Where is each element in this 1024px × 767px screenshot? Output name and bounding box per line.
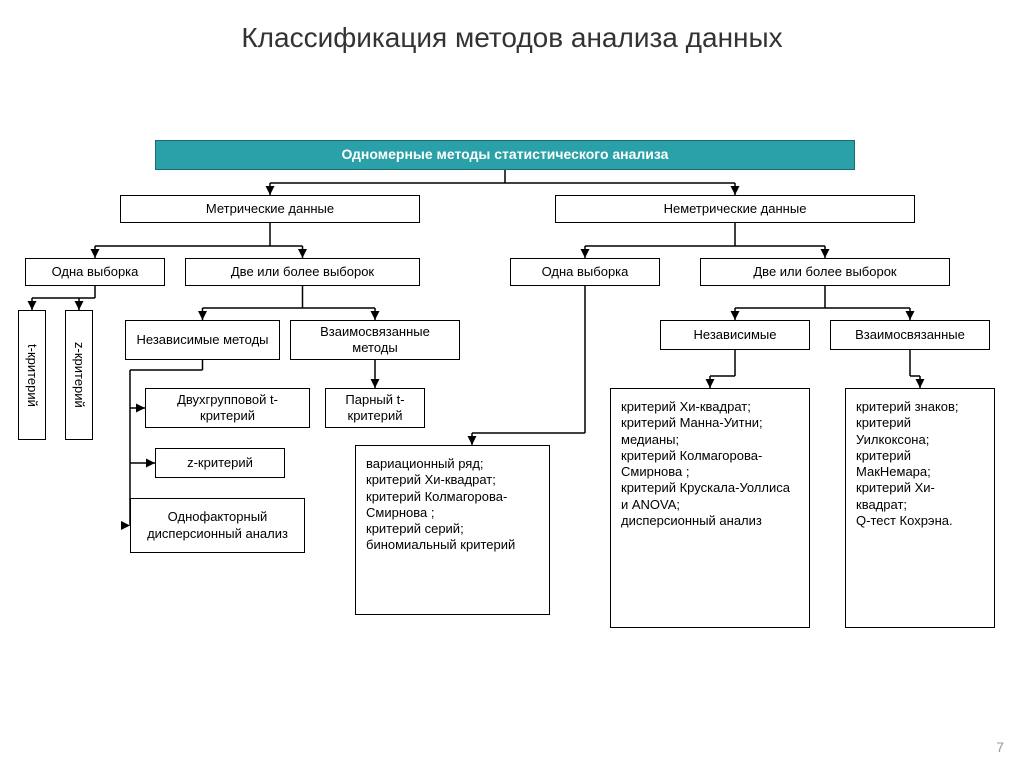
node-n_one_list: вариационный ряд; критерий Хи-квадрат; к… bbox=[355, 445, 550, 615]
node-n_two_indep: Независимые bbox=[660, 320, 810, 350]
page-number: 7 bbox=[996, 739, 1004, 755]
node-m_one_t: t-критерий bbox=[18, 310, 46, 440]
connector-layer bbox=[0, 0, 1024, 767]
node-n_two_rel_list: критерий знаков; критерий Уилкоксона; кр… bbox=[845, 388, 995, 628]
node-m_two_rel: Взаимосвязанные методы bbox=[290, 320, 460, 360]
node-n_two: Две или более выборок bbox=[700, 258, 950, 286]
node-m_two_indep_1: Двухгрупповой t-критерий bbox=[145, 388, 310, 428]
node-m_one_z: z-критерий bbox=[65, 310, 93, 440]
node-n_one: Одна выборка bbox=[510, 258, 660, 286]
node-root: Одномерные методы статистического анализ… bbox=[155, 140, 855, 170]
node-m_two_indep: Независимые методы bbox=[125, 320, 280, 360]
node-m_two_indep_3: Однофакторный дисперсионный анализ bbox=[130, 498, 305, 553]
node-n_two_indep_list: критерий Хи-квадрат; критерий Манна-Уитн… bbox=[610, 388, 810, 628]
node-m_two_rel_1: Парный t-критерий bbox=[325, 388, 425, 428]
node-m_two_indep_2: z-критерий bbox=[155, 448, 285, 478]
node-m_one: Одна выборка bbox=[25, 258, 165, 286]
node-n_two_rel: Взаимосвязанные bbox=[830, 320, 990, 350]
node-m_two: Две или более выборок bbox=[185, 258, 420, 286]
node-metric: Метрические данные bbox=[120, 195, 420, 223]
node-nonmetric: Неметрические данные bbox=[555, 195, 915, 223]
page-title: Классификация методов анализа данных bbox=[0, 22, 1024, 54]
